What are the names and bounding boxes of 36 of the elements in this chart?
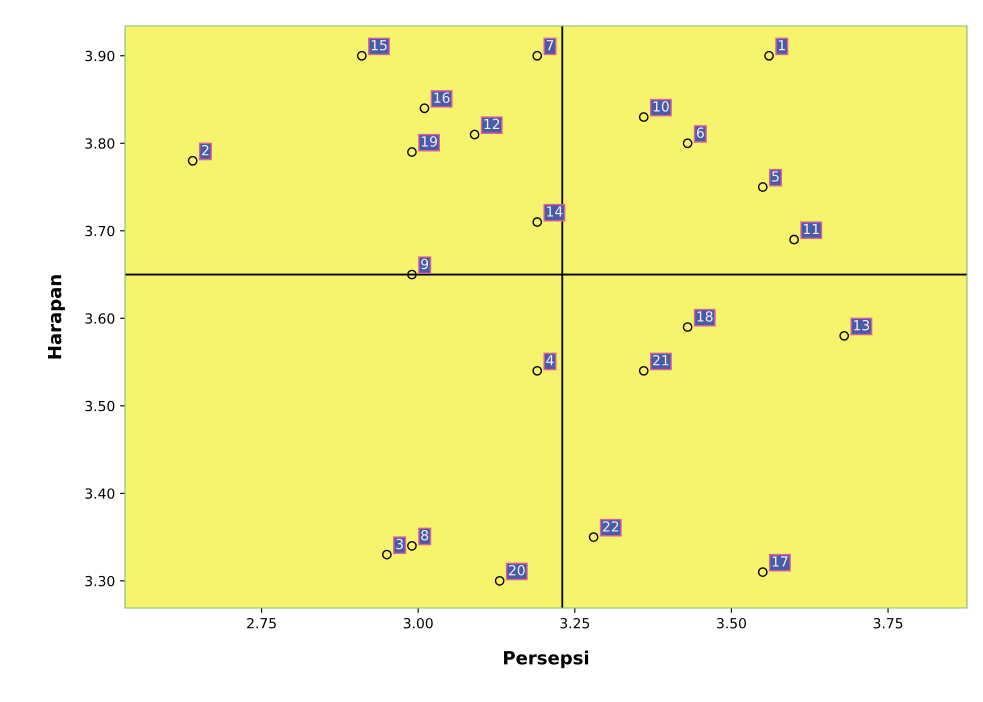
annotation: 19: [422, 136, 437, 147]
x-tick-label: 3.50: [717, 618, 746, 628]
annotation: 21: [653, 354, 668, 366]
y-tick-label: 3.50: [85, 400, 114, 412]
x-tick-label: 3.00: [404, 618, 433, 628]
annotation: 10: [654, 101, 669, 112]
annotation: 3: [396, 538, 403, 550]
y-tick-label: 3.30: [85, 576, 114, 586]
annotation: 14: [547, 206, 562, 216]
annotation: 22: [602, 521, 618, 532]
annotation: 1: [778, 40, 785, 50]
annotation: 13: [854, 320, 870, 330]
annotation: 16: [434, 92, 450, 103]
annotation: 17: [772, 556, 788, 567]
annotation: 4: [546, 355, 554, 366]
y-axis-title: Harapan: [48, 275, 65, 359]
y-tick-label: 3.40: [85, 488, 114, 499]
annotation: 9: [421, 258, 428, 270]
annotation: 5: [772, 171, 779, 182]
annotation: 2: [202, 144, 208, 156]
annotation: 7: [546, 40, 554, 50]
x-tick-label: 3.75: [874, 618, 902, 628]
x-axis-title: Persepsi: [504, 650, 588, 668]
annotation: 15: [372, 40, 387, 50]
y-tick-label: 3.90: [85, 50, 114, 62]
annotation: 8: [421, 530, 428, 541]
annotation: 18: [697, 311, 713, 322]
x-tick-label: 3.25: [560, 618, 590, 628]
y-tick-label: 3.70: [85, 226, 114, 236]
annotation: 20: [508, 565, 525, 576]
x-tick-label: 2.75: [247, 618, 276, 628]
annotation: 12: [484, 118, 500, 129]
y-tick-label: 3.60: [85, 313, 114, 324]
y-tick-label: 3.80: [85, 138, 114, 149]
annotation: 11: [804, 224, 819, 234]
annotation: 6: [696, 127, 704, 138]
